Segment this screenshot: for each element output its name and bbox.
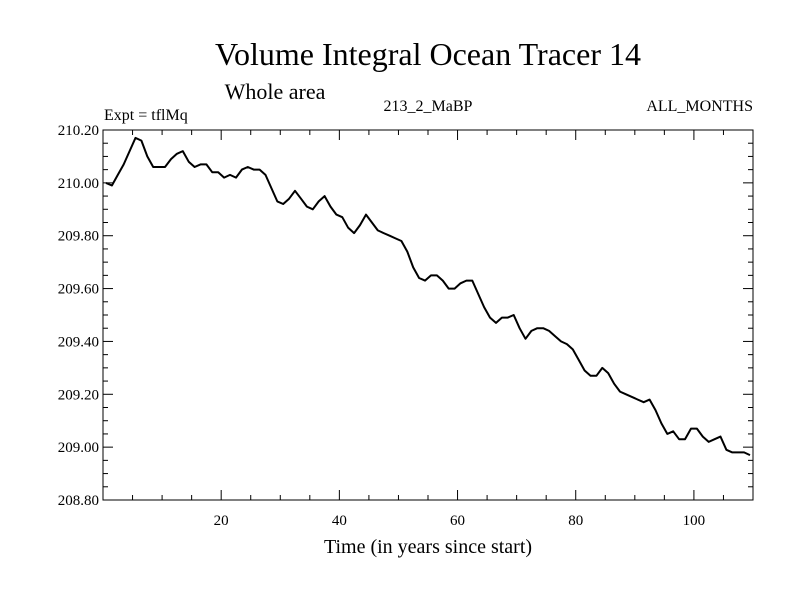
y-tick-label: 209.00 bbox=[58, 440, 99, 456]
y-tick-label: 209.20 bbox=[58, 387, 99, 403]
series-line bbox=[105, 136, 751, 457]
y-tick-label: 209.80 bbox=[58, 229, 99, 245]
expt-label: Expt = tflMq bbox=[104, 107, 188, 124]
y-tick-label: 210.00 bbox=[58, 176, 99, 192]
x-tick-label: 100 bbox=[683, 513, 706, 529]
y-tick-label: 209.60 bbox=[58, 282, 99, 298]
x-tick-labels: 20 40 60 80 100 bbox=[214, 513, 705, 529]
plot-frame bbox=[102, 129, 754, 501]
series-layer bbox=[105, 136, 751, 457]
chart-title: Volume Integral Ocean Tracer 14 bbox=[215, 36, 641, 72]
y-tick-label: 210.20 bbox=[58, 123, 99, 139]
x-tick-label: 80 bbox=[568, 513, 583, 529]
y-tick-label: 209.40 bbox=[58, 334, 99, 350]
x-tick-label: 40 bbox=[332, 513, 347, 529]
x-axis-label: Time (in years since start) bbox=[324, 536, 532, 558]
y-tick-label: 208.80 bbox=[58, 493, 99, 509]
x-tick-label: 20 bbox=[214, 513, 229, 529]
months-label: ALL_MONTHS bbox=[646, 98, 753, 115]
chart-subtitle: Whole area bbox=[225, 79, 326, 104]
run-label: 213_2_MaBP bbox=[384, 98, 473, 115]
y-tick-labels: 208.80 209.00 209.20 209.40 209.60 209.80 210.… bbox=[58, 123, 99, 509]
x-tick-label: 60 bbox=[450, 513, 465, 529]
tick-marks bbox=[103, 129, 753, 501]
